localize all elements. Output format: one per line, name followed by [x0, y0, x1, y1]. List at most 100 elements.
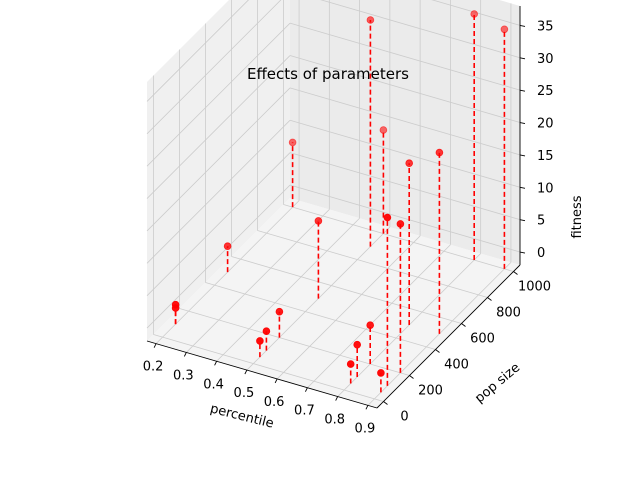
- z-tick-label-3: 15: [537, 149, 554, 164]
- x-grid-floor-2: [216, 217, 360, 362]
- point-12: [377, 369, 385, 377]
- z-grid-back-3: [289, 87, 521, 156]
- data-markers: [171, 10, 509, 377]
- y-tick-label-4: 800: [496, 306, 521, 321]
- x-grid-floor-4: [276, 235, 421, 380]
- x-tick-label-1: 0.3: [173, 369, 194, 384]
- x-tick-label-4: 0.6: [264, 395, 285, 410]
- z-tick-label-5: 25: [537, 84, 554, 99]
- data-stems: [174, 14, 506, 393]
- x-tick-mark-6: [335, 396, 339, 401]
- x-tick-mark-0: [153, 343, 157, 348]
- point-16: [435, 148, 444, 157]
- point-14: [470, 10, 479, 18]
- x-grid-floor-5: [307, 244, 451, 389]
- x-tick-mark-4: [274, 378, 278, 384]
- z-tick-mark-5: [519, 89, 526, 92]
- z-axis-label: fitness: [570, 195, 585, 238]
- point-18: [366, 16, 375, 24]
- point-2: [223, 242, 232, 251]
- y-tick-label-2: 400: [444, 358, 469, 373]
- z-grid-side-4: [146, 55, 291, 199]
- y-grid-floor-4: [257, 230, 488, 298]
- y-tick-label-3: 600: [470, 332, 495, 347]
- z-grid-side-5: [146, 22, 291, 167]
- x-grid-floor-1: [186, 209, 330, 353]
- y-grid-floor-2: [205, 282, 436, 350]
- x-grid-floor-6: [337, 253, 481, 397]
- z-grid-back-1: [289, 152, 521, 221]
- y-axis-label: pop size: [472, 360, 523, 406]
- x-tick-label-5: 0.7: [294, 404, 315, 419]
- z-grid-back-0: [289, 184, 521, 253]
- z-tick-mark-1: [519, 219, 526, 222]
- y-grid-floor-3: [231, 256, 462, 324]
- point-7: [314, 217, 323, 225]
- z-grid-back-5: [289, 22, 521, 91]
- x-tick-mark-5: [304, 387, 308, 392]
- y-grid-floor-0: [153, 334, 384, 402]
- z-tick-mark-2: [519, 186, 526, 189]
- point-17: [500, 25, 509, 34]
- side-pane: [147, 0, 290, 341]
- x-tick-mark-3: [244, 369, 248, 375]
- y-tick-mark-4: [487, 297, 492, 301]
- z-tick-mark-7: [519, 24, 526, 27]
- x-tick-label-3: 0.5: [234, 386, 255, 401]
- floor-pane: [147, 198, 520, 408]
- z-grid-side-0: [146, 184, 291, 329]
- point-10: [353, 340, 362, 349]
- y-tick-label-0: 0: [400, 410, 408, 425]
- z-grid-side-7: [146, 0, 249, 102]
- z-grid-back-6: [320, 0, 521, 59]
- point-6: [275, 307, 284, 316]
- point-9: [346, 360, 355, 368]
- point-5: [262, 327, 271, 336]
- y-tick-mark-1: [409, 375, 414, 379]
- y-tick-mark-3: [461, 323, 466, 327]
- point-11: [366, 321, 375, 330]
- y-axis-line: [376, 264, 521, 409]
- x-tick-label-7: 0.9: [355, 421, 376, 436]
- y-tick-label-1: 200: [418, 384, 443, 399]
- x-axis-line: [146, 340, 378, 409]
- x-tick-label-2: 0.4: [203, 377, 224, 392]
- z-tick-mark-0: [519, 251, 526, 254]
- z-tick-mark-3: [519, 154, 526, 157]
- z-tick-label-4: 20: [537, 117, 554, 132]
- z-grid-side-2: [146, 120, 291, 264]
- z-tick-label-2: 10: [537, 181, 554, 196]
- x-tick-mark-1: [183, 352, 187, 357]
- y-grid-floor-1: [179, 308, 410, 376]
- y-tick-mark-2: [435, 349, 440, 353]
- z-tick-label-1: 5: [537, 214, 545, 229]
- point-3: [288, 138, 297, 147]
- axis-lines: [146, 6, 521, 409]
- point-15: [396, 220, 405, 228]
- z-tick-label-7: 35: [537, 19, 554, 34]
- x-tick-mark-7: [365, 405, 369, 410]
- y-tick-mark-0: [383, 401, 388, 405]
- x-tick-label-0: 0.2: [143, 360, 164, 375]
- point-1: [171, 300, 180, 309]
- chart-title: Effects of parameters: [247, 65, 409, 83]
- z-grid-back-7: [431, 0, 521, 26]
- back-pane: [290, 0, 520, 265]
- y-grid-floor-5: [283, 204, 514, 272]
- x-tick-label-6: 0.8: [324, 413, 345, 428]
- z-tick-label-0: 0: [537, 246, 545, 261]
- point-8: [379, 126, 388, 134]
- z-tick-label-6: 30: [537, 52, 554, 67]
- z-grid-side-3: [146, 87, 291, 232]
- z-tick-mark-6: [519, 57, 526, 60]
- x-grid-floor-0: [155, 200, 300, 344]
- z-grid-side-1: [146, 152, 291, 296]
- z-grid-back-2: [289, 119, 521, 188]
- point-19: [383, 213, 392, 222]
- axis-panes: [147, 0, 520, 408]
- z-tick-mark-4: [519, 122, 526, 124]
- z-grid-side-6: [146, 0, 282, 135]
